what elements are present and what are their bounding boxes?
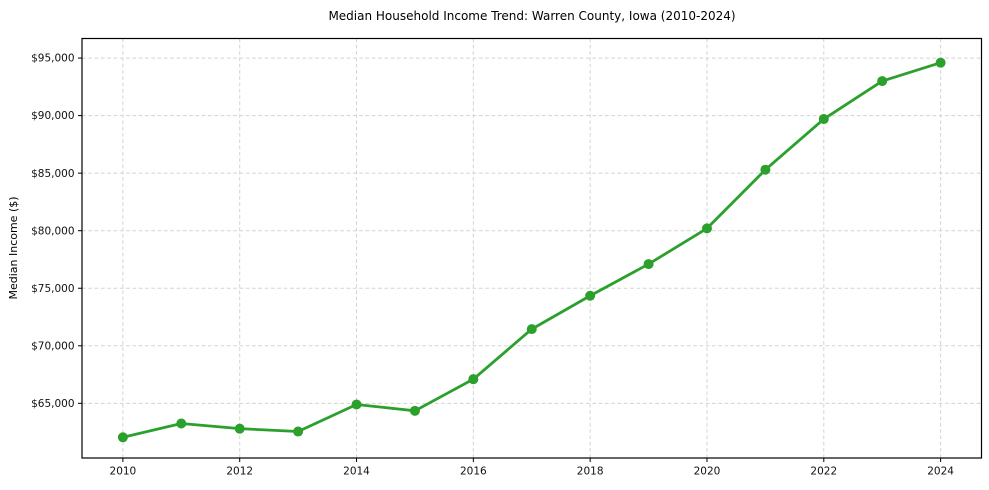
x-tick-label: 2012 xyxy=(226,466,253,478)
chart-title: Median Household Income Trend: Warren Co… xyxy=(328,9,736,23)
plot-background xyxy=(82,38,982,458)
data-point-marker xyxy=(818,114,829,125)
x-tick-label: 2016 xyxy=(460,466,487,478)
plot-frame xyxy=(81,37,983,459)
data-point-marker xyxy=(234,423,245,434)
y-tick-label: $85,000 xyxy=(31,168,74,180)
y-tick-label: $65,000 xyxy=(31,398,74,410)
y-tick-label: $70,000 xyxy=(31,340,74,352)
data-point-marker xyxy=(585,290,596,301)
x-tick-label: 2014 xyxy=(343,466,370,478)
data-point-marker xyxy=(877,76,888,87)
x-tick-label: 2024 xyxy=(927,466,954,478)
data-point-marker xyxy=(526,324,537,335)
data-point-marker xyxy=(935,57,946,68)
data-point-marker xyxy=(176,418,187,429)
data-point-marker xyxy=(643,259,654,270)
data-point-marker xyxy=(468,374,479,385)
x-tick-label: 2018 xyxy=(577,466,604,478)
data-point-marker xyxy=(293,426,304,437)
x-tick-label: 2022 xyxy=(810,466,837,478)
y-tick-label: $80,000 xyxy=(31,225,74,237)
data-point-marker xyxy=(351,399,362,410)
data-point-marker xyxy=(701,223,712,234)
data-point-marker xyxy=(409,405,420,416)
y-tick-label: $75,000 xyxy=(31,283,74,295)
data-point-marker xyxy=(117,432,128,443)
y-tick-label: $90,000 xyxy=(31,110,74,122)
x-tick-label: 2010 xyxy=(110,466,137,478)
x-tick-label: 2020 xyxy=(694,466,721,478)
y-tick-label: $95,000 xyxy=(31,53,74,65)
data-point-marker xyxy=(760,164,771,175)
